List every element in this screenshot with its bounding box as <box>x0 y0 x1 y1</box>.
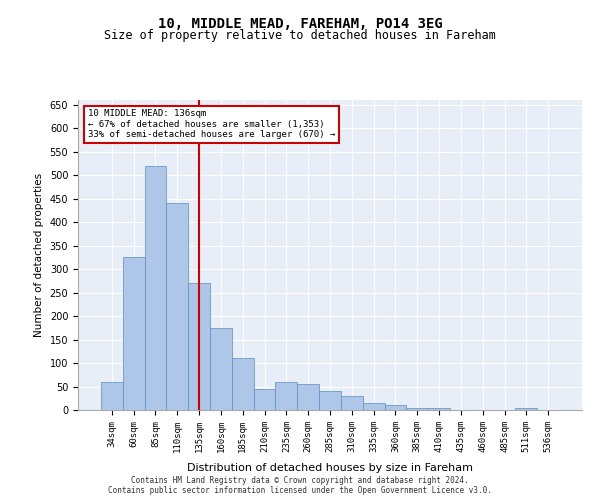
Bar <box>363 403 385 410</box>
Text: 10, MIDDLE MEAD, FAREHAM, PO14 3EG: 10, MIDDLE MEAD, FAREHAM, PO14 3EG <box>158 18 442 32</box>
Bar <box>319 391 341 410</box>
Bar <box>254 389 275 410</box>
Bar <box>275 382 297 410</box>
Bar <box>297 384 319 410</box>
Text: 10 MIDDLE MEAD: 136sqm
← 67% of detached houses are smaller (1,353)
33% of semi-: 10 MIDDLE MEAD: 136sqm ← 67% of detached… <box>88 110 335 139</box>
Text: Size of property relative to detached houses in Fareham: Size of property relative to detached ho… <box>104 29 496 42</box>
Bar <box>385 406 406 410</box>
Y-axis label: Number of detached properties: Number of detached properties <box>34 173 44 337</box>
Bar <box>210 328 232 410</box>
Bar <box>166 204 188 410</box>
X-axis label: Distribution of detached houses by size in Fareham: Distribution of detached houses by size … <box>187 463 473 473</box>
Bar <box>406 408 428 410</box>
Bar <box>515 408 537 410</box>
Bar <box>232 358 254 410</box>
Bar <box>145 166 166 410</box>
Bar <box>428 408 450 410</box>
Bar <box>101 382 123 410</box>
Bar <box>188 283 210 410</box>
Bar <box>341 396 363 410</box>
Bar <box>123 258 145 410</box>
Text: Contains HM Land Registry data © Crown copyright and database right 2024.
Contai: Contains HM Land Registry data © Crown c… <box>108 476 492 495</box>
